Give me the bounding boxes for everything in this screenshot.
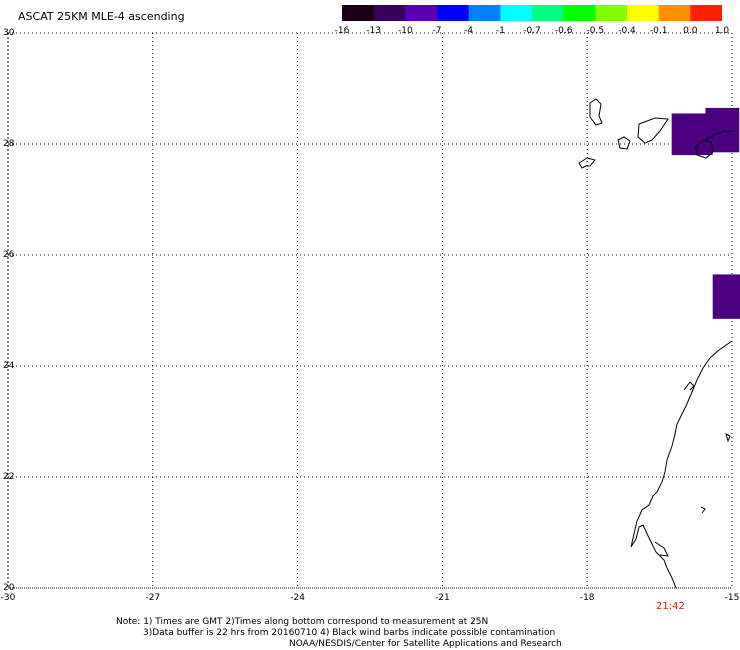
colorbar-tick: 0.0	[683, 26, 698, 36]
colorbar-segment	[690, 5, 722, 21]
latitude-label: 20	[3, 583, 15, 593]
dakhla-peninsula	[683, 381, 695, 391]
wind-data-cell	[705, 107, 740, 153]
colorbar-segment	[532, 5, 565, 21]
island-tenerife	[637, 117, 669, 144]
colorbar-tick: -0.6	[554, 26, 573, 36]
graticule	[7, 32, 733, 589]
colorbar-segment	[342, 5, 375, 21]
colorbar	[342, 5, 722, 21]
colorbar-tick: -16	[334, 26, 350, 36]
island-la-palma	[589, 98, 603, 126]
coast-inlet	[654, 541, 669, 557]
island-islet-south	[700, 506, 706, 514]
colorbar-tick-labels: -16 -13 -10 -7 -4 -1 -0.7 -0.6 -0.5 -0.4 -0.1 0.0 1.…	[335, 26, 730, 38]
colorbar-tick: -13	[366, 26, 382, 36]
note-line-3: NOAA/NESDIS/Center for Satellite Applica…	[289, 639, 562, 649]
colorbar-segment	[563, 5, 596, 21]
colorbar-segment	[595, 5, 628, 21]
colorbar-tick: -1	[495, 26, 505, 36]
longitude-label: -24	[290, 593, 305, 603]
chart-title: ASCAT 25KM MLE-4 ascending	[18, 10, 185, 23]
colorbar-tick: -7	[432, 26, 442, 36]
latitude-label: 24	[3, 361, 15, 371]
pass-time-label: 21:42	[656, 601, 685, 612]
latitude-label: 30	[3, 28, 15, 38]
colorbar-segment	[658, 5, 691, 21]
wind-data-cell	[712, 274, 740, 319]
colorbar-segment	[468, 5, 501, 21]
island-la-gomera	[617, 136, 631, 150]
colorbar-segment	[437, 5, 470, 21]
longitude-label: -27	[145, 593, 161, 603]
longitude-label: -15	[724, 593, 740, 603]
colorbar-tick: -4	[464, 26, 474, 36]
colorbar-tick: -0.1	[649, 26, 668, 36]
island-fuerteventura	[705, 130, 733, 141]
colorbar-segment	[405, 5, 438, 21]
note-line-1: Note: 1) Times are GMT 2)Times along bot…	[116, 617, 489, 627]
colorbar-tick: -10	[397, 26, 413, 36]
longitude-label: -30	[0, 593, 16, 603]
island-el-hierro	[578, 157, 596, 169]
island-islet-east	[725, 433, 731, 443]
note-line-2: 3)Data buffer is 22 hrs from 20160710 4)…	[143, 628, 556, 638]
coastline	[578, 98, 733, 589]
colorbar-tick: -0.5	[586, 26, 605, 36]
colorbar-tick: -0.7	[523, 26, 541, 36]
latitude-label: 22	[3, 472, 15, 482]
colorbar-tick: 1.0	[714, 26, 730, 36]
map-frame	[7, 32, 733, 589]
island-gran-canaria	[695, 139, 714, 159]
colorbar-segment	[500, 5, 533, 21]
longitude-label: -21	[435, 593, 450, 603]
colorbar-segment	[627, 5, 660, 21]
longitude-label: -18	[579, 593, 595, 603]
latitude-label: 28	[3, 139, 15, 149]
colorbar-tick: -0.4	[618, 26, 636, 36]
latitude-label: 26	[3, 250, 15, 260]
colorbar-segment	[373, 5, 406, 21]
data-cells	[671, 107, 740, 319]
african-coast	[630, 340, 733, 589]
